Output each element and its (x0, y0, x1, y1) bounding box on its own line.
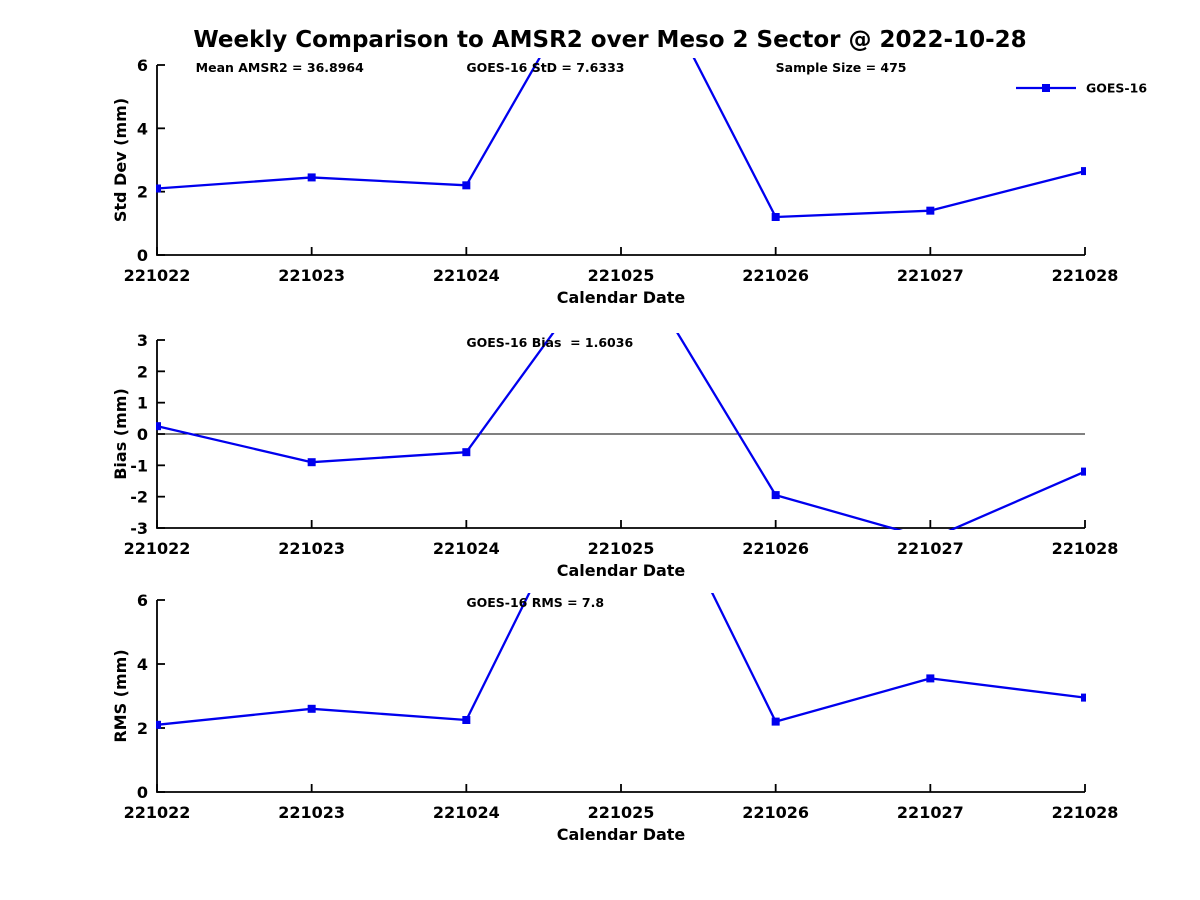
data-point-marker (156, 422, 161, 431)
chart-rms: 221022 221023 221024 221025 221026 221027 2210… (111, 591, 1119, 844)
x-tick-label: 221025 (588, 803, 655, 822)
y-tick-label: 0 (137, 783, 148, 802)
data-point-marker (156, 720, 161, 729)
x-tick-label: 221023 (278, 266, 345, 285)
data-point-marker (307, 458, 316, 467)
y-tick-label: 0 (137, 425, 148, 444)
figure-title: Weekly Comparison to AMSR2 over Meso 2 S… (193, 27, 1027, 53)
data-series-group (156, 333, 1086, 530)
x-axis-label: Calendar Date (557, 561, 686, 580)
data-point-marker (771, 491, 780, 500)
x-tick-label: 221022 (124, 266, 191, 285)
y-tick-label: -3 (130, 519, 148, 538)
chart-std-dev: 221022 221023 221024 221025 221026 221027 2210… (111, 56, 1147, 307)
x-tick-label: 221026 (742, 266, 809, 285)
y-axis-and-x-axis (156, 65, 1085, 256)
legend-label: GOES-16 (1086, 81, 1147, 96)
x-tick-label: 221028 (1052, 266, 1119, 285)
y-tick-label: -2 (130, 488, 148, 507)
legend-marker (1042, 84, 1050, 92)
data-point-marker (462, 716, 471, 724)
x-tick-label: 221028 (1052, 539, 1119, 558)
data-series-group (156, 593, 1086, 729)
y-tick-label: 6 (137, 591, 148, 610)
y-axis-label: RMS (mm) (111, 649, 130, 742)
x-tick-label: 221027 (897, 539, 964, 558)
data-line (156, 333, 1086, 530)
data-point-marker (771, 213, 780, 221)
chart-bias: 221022 221023 221024 221025 221026 221027 2210… (111, 331, 1119, 580)
y-tick-label: 2 (137, 183, 148, 202)
x-tick-label: 221024 (433, 266, 500, 285)
data-point-marker (771, 717, 780, 726)
x-tick-label: 221024 (433, 803, 500, 822)
data-point-marker (926, 674, 935, 683)
x-axis-label: Calendar Date (557, 825, 686, 844)
x-tick-label: 221027 (897, 803, 964, 822)
x-tick-label: 221023 (278, 803, 345, 822)
data-point-marker (1081, 467, 1086, 476)
data-series-group (156, 58, 1086, 221)
data-line (156, 593, 1086, 726)
data-point-marker (462, 181, 471, 190)
data-point-marker (1081, 167, 1086, 176)
axes-spines (156, 600, 1085, 793)
x-tick-label: 221025 (588, 539, 655, 558)
y-tick-label: 1 (137, 394, 148, 413)
y-tick-label: 4 (137, 119, 148, 138)
data-point-marker (307, 704, 316, 713)
y-tick-label: 4 (137, 655, 148, 674)
x-tick-label: 221028 (1052, 803, 1119, 822)
x-tick-label: 221027 (897, 266, 964, 285)
y-tick-label: 3 (137, 331, 148, 350)
y-tick-label: 6 (137, 56, 148, 75)
annotation-text: GOES-16 Bias = 1.6036 (466, 335, 633, 350)
x-axis-label: Calendar Date (557, 288, 686, 307)
data-point-marker (926, 206, 935, 215)
x-tick-label: 221025 (588, 266, 655, 285)
x-tick-label: 221026 (742, 803, 809, 822)
annotation-text: GOES-16 StD = 7.6333 (466, 60, 624, 75)
x-tick-label: 221022 (124, 539, 191, 558)
y-axis-label: Std Dev (mm) (111, 98, 130, 222)
y-tick-label: 0 (137, 246, 148, 265)
y-tick-label: 2 (137, 362, 148, 381)
y-tick-label: -1 (130, 456, 148, 475)
annotation-text: Sample Size = 475 (776, 60, 907, 75)
annotation-text: GOES-16 RMS = 7.8 (466, 595, 604, 610)
x-tick-label: 221024 (433, 539, 500, 558)
data-point-marker (1081, 693, 1086, 702)
x-tick-label: 221026 (742, 539, 809, 558)
annotation-text: Mean AMSR2 = 36.8964 (196, 60, 364, 75)
x-tick-label: 221022 (124, 803, 191, 822)
data-point-marker (462, 448, 471, 457)
y-axis-label: Bias (mm) (111, 388, 130, 480)
data-point-marker (156, 184, 161, 193)
data-point-marker (307, 173, 316, 182)
x-tick-label: 221023 (278, 539, 345, 558)
y-tick-label: 2 (137, 719, 148, 738)
